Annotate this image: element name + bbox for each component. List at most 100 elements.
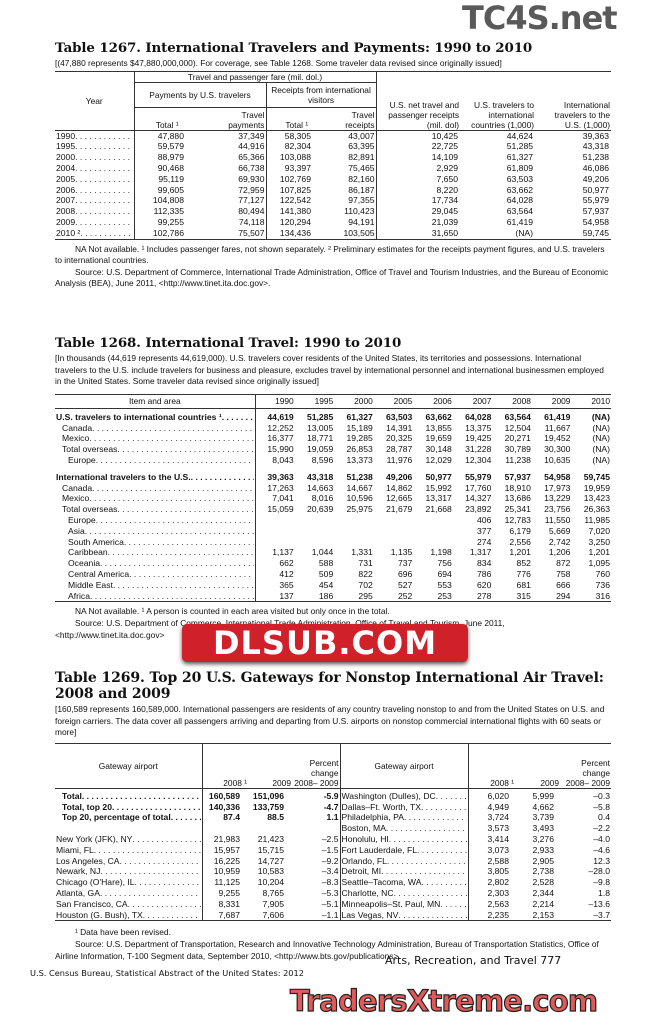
area-cell-leader: Oceania [56,558,254,569]
area-cell: Total overseas [55,504,256,515]
gateway-cell-right-leader: Dallas–Ft. Worth, TX [342,802,467,813]
value-cell: 30,300 [544,444,571,455]
value-cell: 59,745 [583,471,610,482]
year-cell-leader: 1995 [56,141,133,152]
value-cell [295,526,335,537]
gateway-cell-left: Houston (G. Bush), TX [55,909,203,921]
gateway-cell-left-label: New York (JFK), NY [56,833,133,844]
value-cell [255,537,295,548]
gateway-cell-right-leader: Boston, MA [342,823,467,834]
table-row: 2004 90,468 66,738 93,397 75,465 2,929 61,809 4… [55,162,611,174]
gateway-cell-right-label: Boston, MA [341,823,386,834]
table-row: 2006 99,605 72,959 107,825 86,187 8,220 63,662… [55,184,611,196]
value-cell: –2.5 [292,833,341,845]
year-cell-leader: 2008 [56,206,133,217]
gateway-cell-left-label: Chicago (O'Hare), IL [56,877,135,888]
value-cell: 93,397 [284,162,311,173]
value-cell: 666 [556,579,571,590]
year-cell-label: 2004 [56,162,76,173]
value-cell: 13,229 [544,493,571,504]
value-cell: 3,805 [487,866,509,877]
value-cell: 509 [318,568,334,579]
value-cell: 2,738 [532,866,554,877]
table-row: Top 20, percentage of total 87.4 88.5 1.1Ph… [55,812,611,824]
year-cell: 2006 [55,184,135,196]
value-cell: 31,228 [465,444,492,455]
area-cell-leader: Total overseas [56,504,254,515]
leader-dots [120,856,201,867]
table-row: 2000 88,979 65,366 103,088 82,891 14,109 61,32… [55,152,611,163]
value-cell: 28,787 [386,444,413,455]
value-cell: 11,976 [386,454,413,465]
area-cell: Africa [55,590,256,602]
gateway-cell-right: Orlando, FL [340,855,469,867]
gateway-cell-right-label: Orlando, FL [341,855,387,866]
value-cell: 102,769 [279,173,311,184]
value-cell: 133,759 [252,801,284,812]
value-cell: 7,606 [262,909,284,920]
value-cell: 14,391 [386,422,413,433]
value-cell: 14,663 [306,482,334,493]
value-cell: 3,573 [487,823,509,834]
table-row: New York (JFK), NY 21,983 21,423 –2.5Honolu… [55,833,611,845]
gateway-cell-left: Miami, FL [55,844,203,856]
header-year: 2007 [472,396,492,407]
year-cell-label: 2006 [56,184,76,195]
leader-dots [417,845,467,856]
value-cell [295,515,335,526]
year-cell: 2009 [55,216,135,228]
value-cell: –5.8 [593,801,610,812]
leader-dots [124,537,254,548]
value-cell: 8,765 [262,887,284,898]
value-cell: (NA) [591,411,610,422]
gateway-cell-right: Minneapolis–St. Paul, MN [340,898,469,910]
table-row: Boston, MA 3,573 3,493 –2.2 [55,823,611,834]
table-row: 2007 104,808 77,127 122,542 97,355 17,734 64,0… [55,195,611,207]
value-cell: 54,958 [582,216,610,227]
gateway-cell-left-leader: New York (JFK), NY [56,834,201,845]
value-cell: 95,119 [158,173,184,184]
value-cell: 25,341 [504,504,531,515]
header-year: Year [55,71,135,131]
value-cell: 112,335 [153,206,184,217]
area-cell: Europe [55,514,256,526]
value-cell: 8,331 [218,898,240,909]
area-cell-leader: U.S. travelers to international countrie… [56,412,254,423]
value-cell: 14,327 [465,493,492,504]
value-cell: 16,377 [267,433,294,444]
value-cell: 5,669 [548,525,571,536]
gateway-cell-left-leader: Los Angeles, CA [56,856,201,867]
gateway-cell-right-label: Philadelphia, PA [341,812,404,823]
area-cell: Total overseas [55,444,256,455]
value-cell: 16,225 [213,855,240,866]
value-cell [255,515,295,526]
value-cell: 43,007 [327,130,377,142]
watermark-top-logo: TC4S.net [462,0,618,37]
table-1268-intro: [In thousands (44,619 represents 44,619,… [55,353,604,387]
table-row: Europe 406 12,783 11,550 11,985 [55,514,611,526]
value-cell: 19,659 [425,433,452,444]
area-cell-label: Central America [68,568,130,579]
value-cell: 61,419 [506,216,534,227]
leader-dots [75,141,132,152]
value-cell: 7,687 [218,909,240,920]
gateway-cell-left-leader: Chicago (O'Hare), IL [56,877,201,888]
value-cell: 63,503 [506,173,534,184]
leader-dots [75,185,132,196]
area-cell-leader: Caribbean [56,547,254,558]
gateway-cell-left: Atlanta, GA [55,887,203,899]
gateway-cell-right-label: Las Vegas, NV [341,909,399,920]
value-cell: 55,979 [465,471,492,482]
value-cell: 252 [397,590,413,601]
value-cell: 253 [437,590,452,601]
area-cell-label: Mexico [62,493,90,504]
gateway-cell-right-label: Honolulu, HI [341,833,389,844]
year-cell-label: 2009 [56,216,76,227]
area-cell: South America [55,536,256,548]
value-cell: 13,423 [583,493,610,504]
gateway-cell-right: Honolulu, HI [340,833,469,845]
gateway-cell-right-leader: Minneapolis–St. Paul, MN [342,899,467,910]
value-cell: 5,999 [532,790,554,801]
value-cell: (NA) [515,227,534,238]
table-row: South America 274 2,556 2,742 3,250 [55,536,611,548]
